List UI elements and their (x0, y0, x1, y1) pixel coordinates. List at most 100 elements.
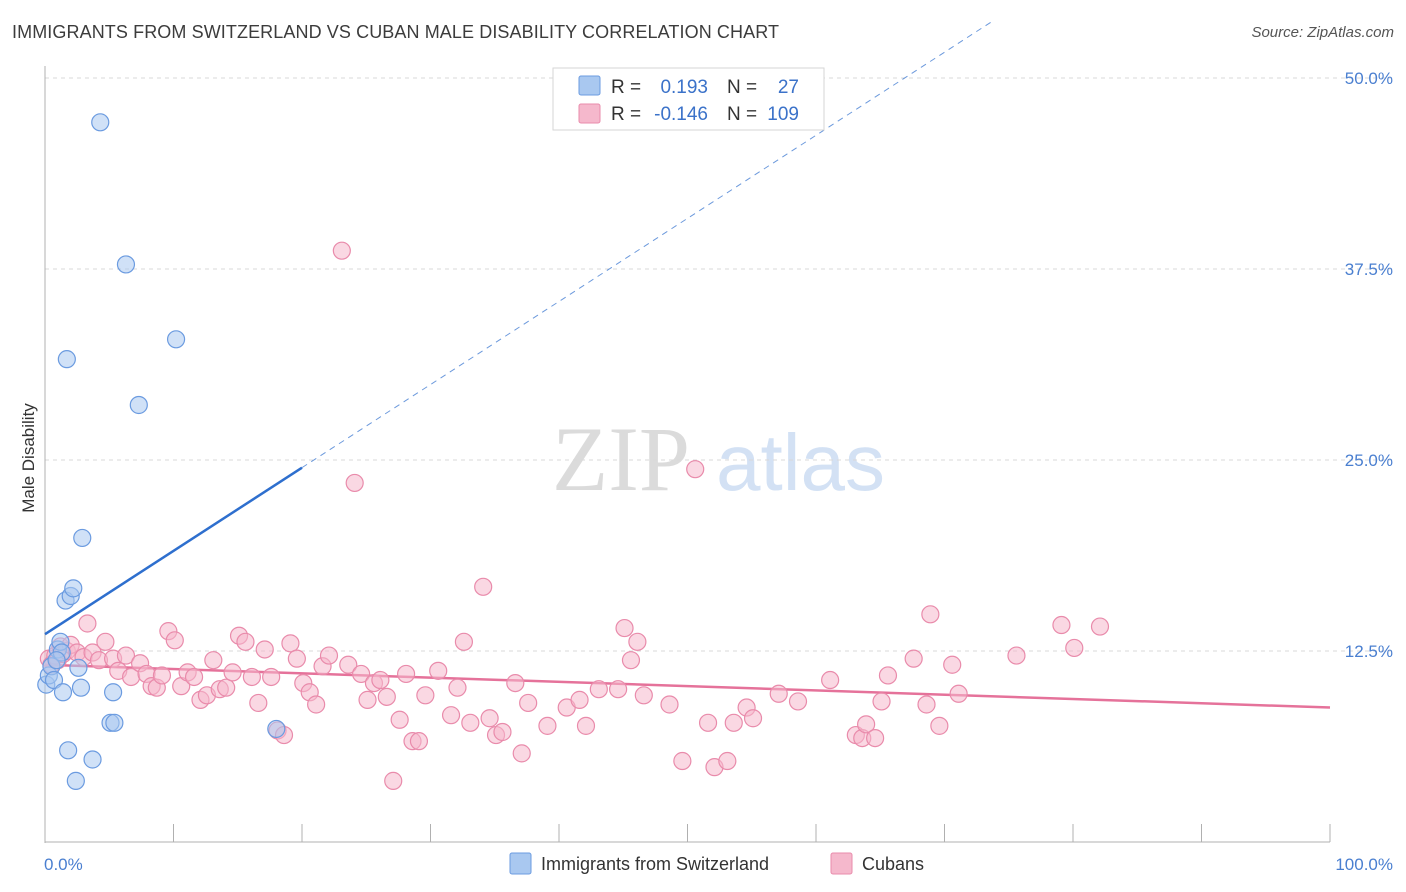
cubans-point (857, 715, 876, 734)
cubans-point (96, 632, 115, 651)
cubans-point (821, 670, 840, 690)
cubans-point (615, 618, 634, 638)
switzerland-point (47, 651, 66, 670)
cubans-point (152, 666, 172, 685)
y-axis-label: Male Disability (19, 403, 38, 513)
watermark-zip: ZIP (552, 408, 690, 510)
cubans-point (1090, 617, 1110, 636)
cubans-point (249, 693, 268, 713)
watermark-atlas: atlas (716, 418, 885, 507)
cubans-point (1052, 615, 1071, 635)
switzerland-point (129, 395, 148, 415)
switzerland-trend-line (44, 466, 303, 636)
cubans-point (448, 678, 467, 697)
cubans-point (461, 713, 480, 732)
x-tick-labels: 0.0% 100.0% (44, 855, 1393, 874)
cubans-point (493, 722, 512, 742)
cubans-point (512, 744, 531, 763)
switzerland-point (83, 750, 102, 769)
stats-box: R = 0.193 N = 27 R = -0.146 N = 109 (552, 67, 825, 131)
cubans-point (339, 655, 358, 674)
switzerland-point (104, 683, 123, 702)
switzerland-point (71, 678, 91, 697)
legend-label-switzerland: Immigrants from Switzerland (541, 854, 769, 874)
axes (44, 66, 1331, 843)
switzerland-point (73, 528, 92, 548)
stats-r-value-2: -0.146 (654, 104, 708, 125)
stats-n-label-1: N = (727, 77, 757, 98)
cubans-point (165, 631, 184, 650)
cubans-point (371, 670, 390, 690)
cubans-point (917, 695, 936, 714)
cubans-point (236, 632, 255, 651)
cubans-point (409, 732, 429, 751)
cubans-point (634, 686, 653, 705)
cubans-point (358, 690, 377, 709)
cubans-point (698, 713, 718, 732)
cubans-point (184, 667, 204, 687)
x-tick-label-max: 100.0% (1335, 855, 1393, 874)
legend: Immigrants from Switzerland Cubans (509, 852, 924, 875)
stats-r-label-1: R = (611, 77, 641, 98)
cubans-point (949, 684, 968, 703)
cubans-point (943, 655, 962, 674)
cubans-point (788, 692, 808, 711)
stats-r-value-1: 0.193 (660, 77, 708, 98)
y-tick-label: 37.5% (1345, 260, 1393, 279)
cubans-point (1065, 638, 1084, 658)
gridlines (45, 77, 1392, 652)
cubans-point (673, 751, 692, 771)
switzerland-point (105, 713, 124, 732)
cubans-point (242, 667, 261, 687)
cubans-point (589, 680, 608, 699)
cubans-point (519, 693, 538, 713)
cubans-point (930, 716, 949, 735)
cubans-point (78, 614, 97, 633)
cubans-point (429, 661, 448, 680)
x-tick-label-min: 0.0% (44, 855, 83, 874)
cubans-point (718, 751, 737, 771)
cubans-point (441, 706, 461, 725)
cubans-point (570, 690, 589, 709)
cubans-points (39, 241, 1110, 790)
cubans-point (287, 649, 306, 668)
cubans-point (204, 651, 223, 670)
stats-n-value-2: 109 (767, 104, 799, 125)
cubans-point (217, 678, 236, 697)
cubans-point (345, 473, 364, 493)
cubans-point (878, 666, 898, 685)
cubans-point (743, 709, 763, 728)
cubans-point (724, 713, 743, 732)
cubans-point (1007, 646, 1026, 665)
switzerland-point (57, 350, 76, 369)
stats-n-value-1: 27 (778, 77, 799, 98)
switzerland-point (166, 330, 186, 349)
cubans-point (621, 651, 641, 670)
switzerland-point (53, 683, 73, 702)
cubans-point (872, 692, 891, 711)
switzerland-point (116, 255, 136, 274)
y-tick-label: 12.5% (1345, 642, 1393, 661)
cubans-point (390, 710, 409, 729)
cubans-point (384, 771, 403, 790)
cubans-point (262, 667, 281, 687)
switzerland-points (37, 113, 286, 790)
stats-swatch-blue (578, 75, 601, 96)
cubans-point (904, 649, 923, 668)
stats-n-label-2: N = (727, 104, 757, 125)
cubans-point (660, 695, 679, 714)
switzerland-point (69, 658, 88, 677)
watermark: ZIP atlas (552, 408, 885, 510)
cubans-point (866, 728, 885, 748)
cubans-point (686, 460, 705, 479)
cubans-point (576, 716, 596, 735)
cubans-point (769, 684, 788, 703)
stats-swatch-pink (578, 103, 601, 124)
cubans-point (332, 241, 351, 260)
switzerland-point (267, 719, 286, 739)
cubans-point (454, 632, 474, 651)
y-tick-label: 25.0% (1345, 451, 1393, 470)
cubans-point (223, 663, 242, 682)
cubans-point (921, 605, 940, 624)
y-tick-labels: 12.5% 25.0% 37.5% 50.0% (1345, 69, 1393, 661)
